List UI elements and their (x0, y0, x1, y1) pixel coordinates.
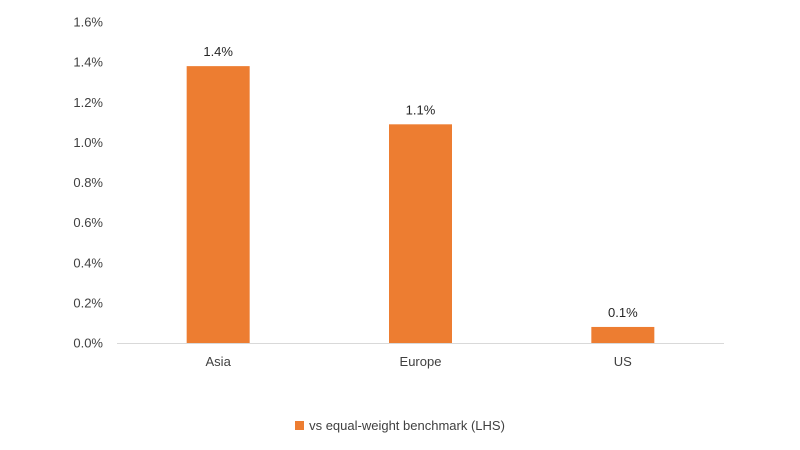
x-tick-label-europe: Europe (400, 354, 442, 369)
x-axis: Asia Europe US (206, 354, 633, 369)
y-tick-label: 0.2% (73, 295, 103, 310)
bar-us (591, 326, 655, 343)
x-tick-label-us: US (614, 354, 632, 369)
x-tick-label-asia: Asia (206, 354, 232, 369)
bar-asia (186, 66, 250, 343)
y-tick-label: 1.0% (73, 135, 103, 150)
y-tick-label: 0.0% (73, 336, 103, 351)
legend: vs equal-weight benchmark (LHS) (0, 418, 800, 433)
y-axis: 0.0% 0.2% 0.4% 0.6% 0.8% 1.0% 1.2% 1.4% 1.6% (73, 15, 103, 351)
bar-series (186, 66, 655, 343)
y-tick-label: 0.6% (73, 215, 103, 230)
y-tick-label: 1.2% (73, 95, 103, 110)
data-label-asia: 1.4% (203, 44, 233, 59)
data-label-us: 0.1% (608, 305, 638, 320)
y-tick-label: 1.6% (73, 15, 103, 30)
legend-label: vs equal-weight benchmark (LHS) (309, 418, 505, 433)
legend-swatch (295, 421, 305, 430)
y-tick-label: 1.4% (73, 55, 103, 70)
data-label-europe: 1.1% (406, 102, 436, 117)
y-tick-label: 0.8% (73, 175, 103, 190)
data-labels: 1.4% 1.1% 0.1% (203, 44, 638, 320)
bar-europe (389, 124, 452, 343)
y-tick-label: 0.4% (73, 255, 103, 270)
